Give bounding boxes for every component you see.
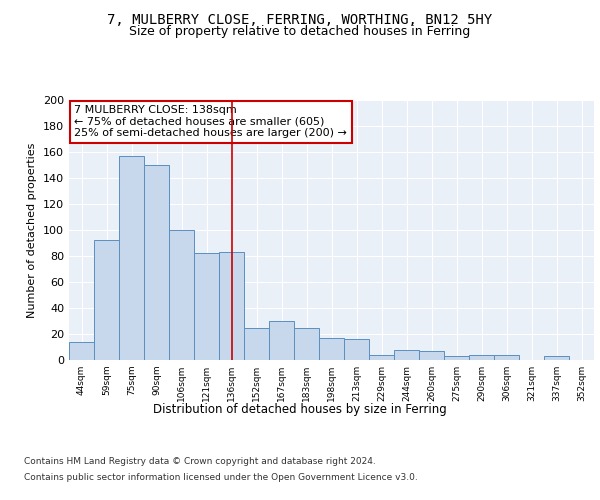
Bar: [544, 356, 569, 360]
Bar: [369, 355, 394, 360]
Bar: [144, 165, 169, 360]
Bar: [294, 328, 319, 360]
Bar: [94, 240, 119, 360]
Text: Contains HM Land Registry data © Crown copyright and database right 2024.: Contains HM Land Registry data © Crown c…: [24, 458, 376, 466]
Bar: [244, 328, 269, 360]
Bar: [469, 355, 494, 360]
Bar: [394, 350, 419, 360]
Text: Contains public sector information licensed under the Open Government Licence v3: Contains public sector information licen…: [24, 472, 418, 482]
Bar: [119, 156, 144, 360]
Text: Size of property relative to detached houses in Ferring: Size of property relative to detached ho…: [130, 25, 470, 38]
Bar: [194, 254, 219, 360]
Bar: [69, 342, 94, 360]
Bar: [169, 230, 194, 360]
Text: Distribution of detached houses by size in Ferring: Distribution of detached houses by size …: [153, 402, 447, 415]
Bar: [494, 355, 519, 360]
Text: 7, MULBERRY CLOSE, FERRING, WORTHING, BN12 5HY: 7, MULBERRY CLOSE, FERRING, WORTHING, BN…: [107, 12, 493, 26]
Bar: [219, 252, 244, 360]
Text: 7 MULBERRY CLOSE: 138sqm
← 75% of detached houses are smaller (605)
25% of semi-: 7 MULBERRY CLOSE: 138sqm ← 75% of detach…: [74, 105, 347, 138]
Bar: [419, 351, 444, 360]
Bar: [444, 356, 469, 360]
Bar: [344, 339, 369, 360]
Y-axis label: Number of detached properties: Number of detached properties: [28, 142, 37, 318]
Bar: [269, 321, 294, 360]
Bar: [319, 338, 344, 360]
